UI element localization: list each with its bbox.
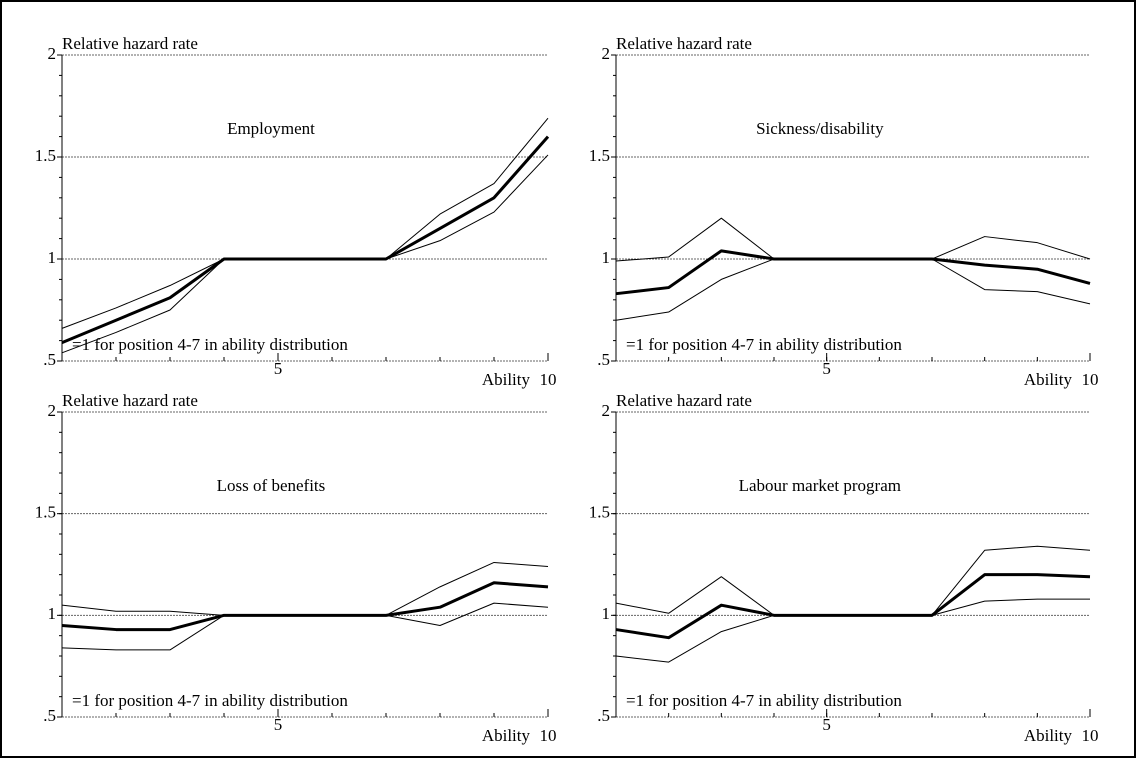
panel-title: Employment [227,119,315,138]
y-axis-label: Relative hazard rate [62,34,198,53]
y-tick-label: .5 [43,350,56,369]
y-tick-label: .5 [43,706,56,725]
x-tick-label: 10 [540,726,557,745]
x-tick-label: 5 [274,715,283,734]
y-tick-label: .5 [597,350,610,369]
y-axis-label: Relative hazard rate [616,34,752,53]
x-tick-label: 10 [1082,726,1099,745]
y-tick-label: 1 [48,604,57,623]
y-tick-label: 1.5 [35,146,56,165]
x-tick-label: 10 [1082,370,1099,389]
series-line [61,154,549,354]
y-tick-label: 1 [602,248,611,267]
x-axis-label: Ability [482,726,531,745]
y-axis-label: Relative hazard rate [616,391,752,410]
x-tick-label: 5 [822,715,831,734]
y-tick-label: 1.5 [589,503,610,522]
x-axis-label: Ability [482,370,531,389]
x-axis-label: Ability [1024,370,1073,389]
y-axis-label: Relative hazard rate [62,391,198,410]
x-tick-label: 5 [822,359,831,378]
y-tick-label: 2 [602,401,611,420]
annotation: =1 for position 4-7 in ability distribut… [72,691,348,710]
y-tick-label: 1.5 [35,503,56,522]
series-line [615,598,1090,663]
y-tick-label: 2 [48,401,57,420]
y-tick-label: 2 [602,44,611,63]
panel-title: Labour market program [739,476,901,495]
x-tick-label: 10 [540,370,557,389]
series-line [615,258,1091,321]
y-tick-label: 2 [48,44,57,63]
y-tick-label: 1 [602,604,611,623]
y-tick-label: 1.5 [589,146,610,165]
annotation: =1 for position 4-7 in ability distribut… [626,335,902,354]
y-tick-label: 1 [48,248,57,267]
series-line [61,602,549,651]
annotation: =1 for position 4-7 in ability distribut… [626,691,902,710]
panel-title: Loss of benefits [217,476,326,495]
y-tick-label: .5 [597,706,610,725]
x-axis-label: Ability [1024,726,1073,745]
annotation: =1 for position 4-7 in ability distribut… [72,335,348,354]
x-tick-label: 5 [274,359,283,378]
panel-title: Sickness/disability [756,119,884,138]
